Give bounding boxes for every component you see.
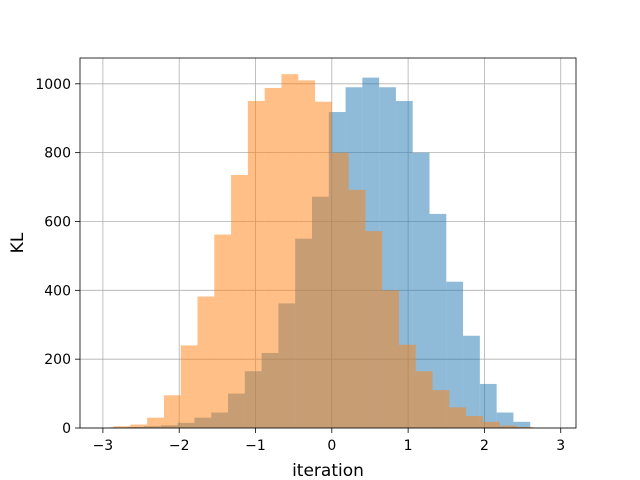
y-tick-label: 400	[44, 283, 71, 299]
histogram-bar	[298, 80, 316, 428]
histogram-bar	[479, 383, 497, 428]
y-tick-label: 800	[44, 146, 71, 162]
histogram-bar	[180, 345, 198, 428]
histogram-bar	[365, 231, 383, 428]
histogram-bar	[482, 421, 500, 428]
histogram-bar	[516, 426, 534, 428]
y-tick-label: 1000	[35, 77, 71, 93]
histogram-bar	[113, 426, 131, 428]
histogram-bar	[247, 101, 265, 428]
x-tick-label: 3	[556, 438, 565, 454]
histogram-bar	[499, 425, 517, 428]
histogram-bar	[466, 415, 483, 428]
histogram-bar	[348, 189, 366, 428]
histogram-bar	[331, 152, 349, 428]
histogram-bar	[382, 290, 399, 428]
histogram-bar	[130, 424, 148, 428]
histogram-bar	[231, 175, 248, 428]
histogram-bar	[163, 395, 181, 428]
x-axis-label: iteration	[292, 461, 364, 480]
histogram-bar	[513, 421, 531, 428]
histogram-bar	[463, 335, 480, 428]
histogram-bar	[315, 101, 332, 429]
histogram-bar	[429, 213, 447, 428]
x-tick-label: −1	[245, 438, 266, 454]
axis-ticks: −3 −2 −1 0 1 2 3 0 200 400 600 800 1000	[35, 77, 565, 454]
histogram-bar	[432, 390, 450, 428]
x-tick-label: −2	[169, 438, 190, 454]
y-tick-label: 200	[44, 352, 71, 368]
histogram-bar	[412, 152, 430, 428]
x-tick-label: 0	[327, 438, 336, 454]
x-tick-label: 2	[480, 438, 489, 454]
y-axis-label: KL	[8, 232, 28, 253]
x-tick-label: −3	[93, 438, 114, 454]
histogram-bar	[147, 417, 164, 428]
histogram-bar	[446, 281, 464, 428]
histogram-bar	[214, 234, 232, 428]
histogram-bar	[264, 87, 282, 428]
histogram-bar	[496, 412, 514, 428]
histogram-bar	[449, 407, 467, 428]
histogram-bar	[281, 74, 299, 428]
y-tick-label: 0	[62, 421, 71, 437]
plot-frame	[79, 57, 577, 429]
bars	[110, 74, 534, 429]
series-1	[113, 74, 534, 429]
y-tick-label: 600	[44, 214, 71, 230]
histogram-bar	[415, 371, 433, 428]
x-tick-label: 1	[404, 438, 413, 454]
histogram-bar	[398, 344, 416, 428]
histogram-bar	[197, 296, 215, 428]
